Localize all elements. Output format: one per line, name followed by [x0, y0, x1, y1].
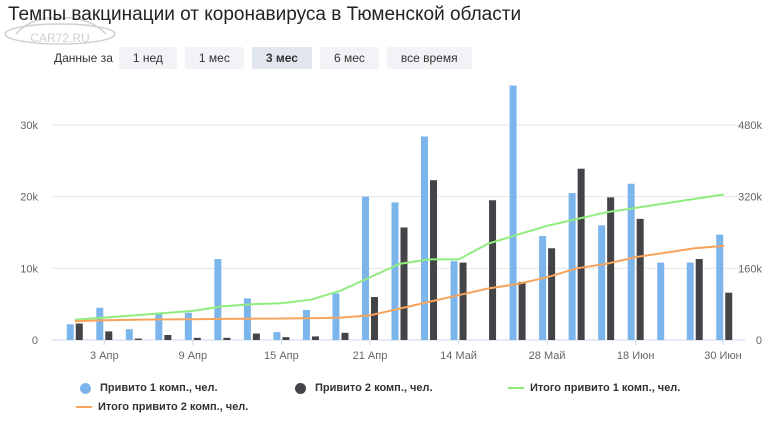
vaccination-chart: 0 10k 20k 30k 0 160k 320k 480k 3 Апр 9 Апр 15 Апр 2…: [20, 85, 762, 362]
bar-dose1: [214, 259, 222, 340]
watermark-logo: CAR72.RU: [4, 17, 116, 45]
bar-dose2: [518, 281, 526, 340]
legend-total2[interactable]: Итого привито 2 комп., чел.: [76, 401, 248, 413]
legend-total1[interactable]: Итого привито 1 комп., чел.: [508, 382, 680, 394]
bar-dose2: [607, 197, 615, 340]
bar-dose1: [125, 329, 133, 340]
svg-text:CAR72.RU: CAR72.RU: [30, 31, 89, 45]
bar-dose2: [252, 333, 260, 340]
x-tick-label: 30 Июн: [704, 350, 742, 362]
y-right-tick-label: 0: [756, 335, 762, 347]
bar-dose2: [695, 259, 703, 340]
bar-dose2: [75, 323, 83, 340]
period-label: Данные за: [54, 51, 113, 65]
x-tick-label: 3 Апр: [90, 350, 119, 362]
legend-dose2[interactable]: Привито 2 комп., чел.: [295, 382, 433, 394]
y-left-tick-label: 0: [32, 335, 38, 347]
bar-dose1: [184, 312, 192, 340]
bar-dose2: [105, 331, 113, 340]
legend-total1-label: Итого привито 1 комп., чел.: [530, 382, 681, 394]
bar-dose2: [134, 338, 142, 340]
x-tick-label: 14 Май: [440, 350, 477, 362]
y-right-tick-label: 160k: [738, 263, 762, 275]
bar-dose2: [341, 332, 349, 340]
x-tick-label: 28 Май: [529, 350, 566, 362]
legend-dose2-label: Привито 2 комп., чел.: [315, 382, 433, 394]
bar-dose1: [657, 262, 665, 340]
bar-dose1: [391, 202, 399, 340]
bar-dose2: [577, 168, 585, 340]
line-total1: [74, 193, 725, 321]
period-6-months-button[interactable]: 6 мес: [319, 47, 379, 69]
bar-dose1: [450, 261, 458, 340]
legend-dose1-marker: [80, 382, 91, 394]
chart-title: Темпы вакцинации от коронавируса в Тюмен…: [8, 4, 522, 25]
bar-dose2: [725, 292, 733, 340]
bar-dose2: [636, 218, 644, 340]
legend-dose2-marker: [295, 382, 306, 394]
x-tick-label: 9 Апр: [179, 350, 208, 362]
legend-total1-marker: [508, 387, 524, 389]
bar-dose1: [716, 234, 724, 340]
bar-dose2: [400, 227, 408, 340]
bar-dose2: [282, 337, 290, 340]
bar-dose2: [193, 337, 201, 340]
bar-dose1: [568, 193, 576, 340]
bar-dose2: [548, 248, 556, 340]
y-right-tick-label: 320k: [738, 192, 762, 204]
period-1-week-button[interactable]: 1 нед: [118, 47, 177, 69]
bar-dose1: [539, 236, 547, 340]
y-left-tick-label: 10k: [20, 263, 38, 275]
bar-dose1: [598, 225, 606, 340]
period-all-time-button[interactable]: все время: [386, 47, 472, 69]
period-selector: Данные за 1 нед 1 мес 3 мес 6 мес все вр…: [54, 47, 480, 69]
legend-total2-marker: [76, 406, 92, 408]
bar-dose1: [155, 312, 163, 340]
period-1-month-button[interactable]: 1 мес: [184, 47, 244, 69]
bar-dose1: [361, 196, 369, 340]
line-total2: [74, 244, 725, 323]
bar-dose1: [302, 309, 310, 340]
bar-dose2: [311, 336, 319, 340]
legend-dose1-label: Привито 1 комп., чел.: [100, 382, 218, 394]
y-left-tick-label: 30k: [20, 120, 38, 132]
x-tick-label: 21 Апр: [353, 350, 388, 362]
bar-dose2: [164, 334, 172, 340]
bar-dose1: [96, 307, 104, 340]
y-left-tick-label: 20k: [20, 192, 38, 204]
bar-dose2: [489, 200, 497, 340]
legend-total2-label: Итого привито 2 комп., чел.: [98, 401, 249, 413]
y-right-tick-label: 480k: [738, 120, 762, 132]
bar-dose2: [223, 337, 231, 340]
x-tick-label: 18 Июн: [617, 350, 655, 362]
bar-dose1: [421, 136, 429, 340]
period-3-months-button[interactable]: 3 мес: [251, 47, 312, 69]
bar-dose1: [509, 85, 517, 340]
bar-dose2: [370, 297, 378, 340]
bar-dose1: [686, 262, 694, 340]
x-tick-label: 15 Апр: [264, 350, 299, 362]
bar-dose1: [66, 324, 74, 340]
bar-dose1: [273, 332, 281, 340]
legend-dose1[interactable]: Привито 1 комп., чел.: [80, 382, 218, 394]
bar-dose1: [627, 183, 635, 340]
bar-dose2: [459, 262, 467, 340]
